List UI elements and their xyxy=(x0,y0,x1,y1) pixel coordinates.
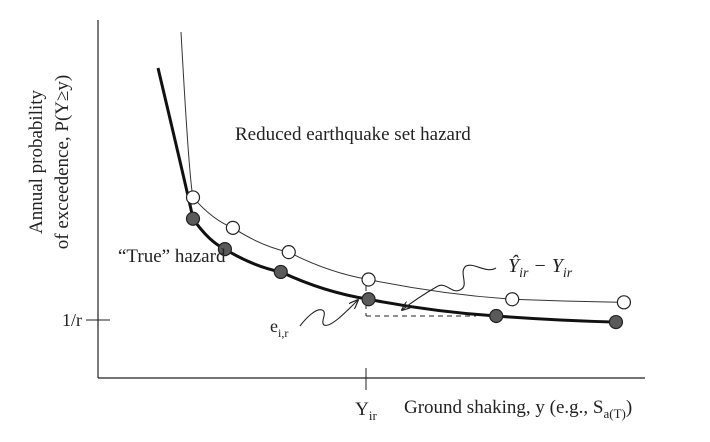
true-hazard-point-6 xyxy=(608,314,624,330)
reduced-hazard-point-3 xyxy=(281,245,296,260)
x-tick-label: Yir xyxy=(355,399,377,423)
true-hazard-point-3 xyxy=(273,264,288,280)
error-label: ei,r xyxy=(270,316,288,340)
reduced-hazard-point-1 xyxy=(185,190,201,205)
error-squiggle-arrow xyxy=(299,300,358,327)
true-series-label: “True” hazard xyxy=(118,246,226,267)
reduced-hazard-point-4 xyxy=(361,272,376,287)
true-hazard-point-5 xyxy=(489,308,504,324)
true-hazard-point-4 xyxy=(361,292,376,307)
true-hazard-point-1 xyxy=(185,211,201,226)
reduced-series-label: Reduced earthquake set hazard xyxy=(235,124,471,145)
reduced-hazard-point-6 xyxy=(616,295,632,310)
y-axis-title: Annual probability xyxy=(26,89,47,234)
markers-group xyxy=(185,190,632,330)
reduced-hazard-point-2 xyxy=(225,220,240,235)
reduced-hazard-point-5 xyxy=(505,292,520,307)
y-tick-label: 1/r xyxy=(62,310,82,330)
y-axis-title-line2: of exceedence, P(Y≥y) xyxy=(52,75,73,249)
true-hazard-point-2 xyxy=(217,242,233,257)
x-axis-title: Ground shaking, y (e.g., Sa(T)) xyxy=(404,397,632,421)
difference-squiggle-arrow xyxy=(402,264,497,310)
difference-label: Ŷir − Yir xyxy=(508,254,573,281)
true-hazard-curve xyxy=(156,67,616,324)
